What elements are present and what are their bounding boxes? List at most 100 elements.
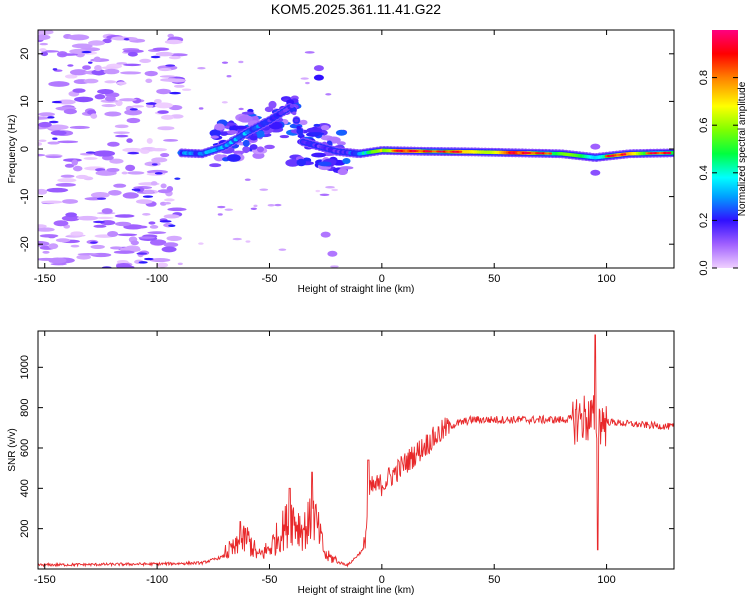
noise-blob xyxy=(120,71,142,75)
noise-blob xyxy=(127,51,138,57)
track-core xyxy=(291,111,297,116)
colorbar-tick-label: 0.2 xyxy=(698,213,710,228)
noise-blob xyxy=(157,110,169,114)
noise-blob xyxy=(76,254,92,260)
noise-blob xyxy=(38,112,56,117)
noise-blob xyxy=(46,187,69,193)
noise-blob xyxy=(38,121,52,128)
spectrogram-ytick-label: -20 xyxy=(19,236,31,252)
noise-blob xyxy=(38,153,46,157)
noise-blob xyxy=(52,137,58,140)
snr-panel: -150 -100 -50 0 50 100 200 400 600 800 1000 Height… xyxy=(7,330,675,596)
noise-blob xyxy=(145,78,153,84)
noise-blob xyxy=(145,102,157,105)
spectrogram-xtick-label: 50 xyxy=(488,273,500,285)
track-peak xyxy=(622,153,627,156)
noise-blob xyxy=(151,157,168,163)
noise-blob xyxy=(159,75,176,78)
noise-blob xyxy=(136,252,148,255)
noise-blob xyxy=(55,238,71,243)
spectral-feature xyxy=(286,99,295,105)
noise-blob xyxy=(150,239,167,246)
noise-blob xyxy=(52,68,58,71)
spectral-feature xyxy=(249,144,258,150)
noise-blob xyxy=(163,138,179,142)
noise-blob xyxy=(253,204,258,208)
spectrogram-ytick-label: -10 xyxy=(19,189,31,205)
spectral-feature xyxy=(311,126,319,130)
noise-blob xyxy=(42,250,50,254)
track-band xyxy=(296,127,304,135)
spectral-feature xyxy=(337,168,348,176)
noise-blob xyxy=(154,102,174,109)
noise-blob xyxy=(177,262,183,266)
noise-blob xyxy=(138,236,156,239)
noise-blob xyxy=(153,98,162,104)
noise-blob xyxy=(160,183,167,189)
noise-blob xyxy=(102,38,112,44)
noise-blob xyxy=(90,113,98,119)
noise-blob xyxy=(56,99,76,105)
noise-blob xyxy=(38,188,48,195)
noise-blob xyxy=(123,63,142,67)
noise-blob xyxy=(331,188,339,192)
noise-blob xyxy=(164,39,183,45)
noise-blob xyxy=(97,89,114,95)
noise-blob xyxy=(74,96,94,103)
noise-blob xyxy=(90,192,110,199)
noise-blob xyxy=(107,141,120,147)
noise-blob xyxy=(70,231,84,236)
snr-xtick-label: -50 xyxy=(262,574,278,586)
noise-blob xyxy=(114,221,132,227)
noise-blob xyxy=(38,139,47,142)
noise-blob xyxy=(330,265,339,268)
noise-blob xyxy=(304,51,315,54)
snr-ylabel: SNR (v/v) xyxy=(7,428,18,471)
spectrogram-xlabel: Height of straight line (km) xyxy=(298,284,415,295)
noise-blob xyxy=(64,74,78,79)
noise-blob xyxy=(147,231,167,235)
noise-blob xyxy=(77,252,99,256)
noise-blob xyxy=(53,220,69,227)
figure-title: KOM5.2025.361.11.41.G22 xyxy=(271,1,441,17)
noise-blob xyxy=(38,224,47,229)
spectrogram-xtick-label: -150 xyxy=(34,273,56,285)
noise-blob xyxy=(238,60,244,64)
noise-blob xyxy=(38,240,50,247)
snr-series-line xyxy=(38,334,674,568)
noise-blob xyxy=(63,108,77,115)
spectral-feature xyxy=(590,143,601,150)
snr-plot-area xyxy=(38,334,674,568)
spectral-feature xyxy=(209,129,221,137)
noise-blob xyxy=(157,126,175,131)
noise-blob xyxy=(69,125,90,129)
noise-blob xyxy=(163,202,172,205)
spectral-feature xyxy=(318,161,332,167)
noise-blob xyxy=(129,108,138,111)
noise-blob xyxy=(167,33,174,38)
noise-blob xyxy=(135,199,153,204)
spectral-feature xyxy=(299,119,308,126)
noise-blob xyxy=(85,151,96,154)
noise-blob xyxy=(120,265,135,268)
noise-blob xyxy=(96,197,107,200)
noise-blob xyxy=(123,37,130,41)
noise-blob xyxy=(70,244,80,248)
noise-blob xyxy=(149,257,171,263)
colorbar-gradient xyxy=(712,30,738,268)
noise-blob xyxy=(47,141,60,145)
noise-blob xyxy=(245,240,251,243)
noise-blob xyxy=(173,84,185,88)
noise-blob xyxy=(163,214,180,219)
spectral-feature xyxy=(264,144,275,150)
noise-blob xyxy=(71,159,78,166)
noise-blob xyxy=(115,134,129,138)
snr-ytick-label: 400 xyxy=(19,479,31,497)
noise-blob xyxy=(38,142,43,146)
noise-blob xyxy=(156,262,169,268)
noise-blob xyxy=(139,58,152,64)
noise-blob xyxy=(131,105,145,108)
colorbar: 0.0 0.2 0.4 0.6 0.8 Normalized spectral ampl… xyxy=(698,30,748,276)
spectral-feature xyxy=(320,124,330,131)
noise-blob xyxy=(226,74,232,78)
